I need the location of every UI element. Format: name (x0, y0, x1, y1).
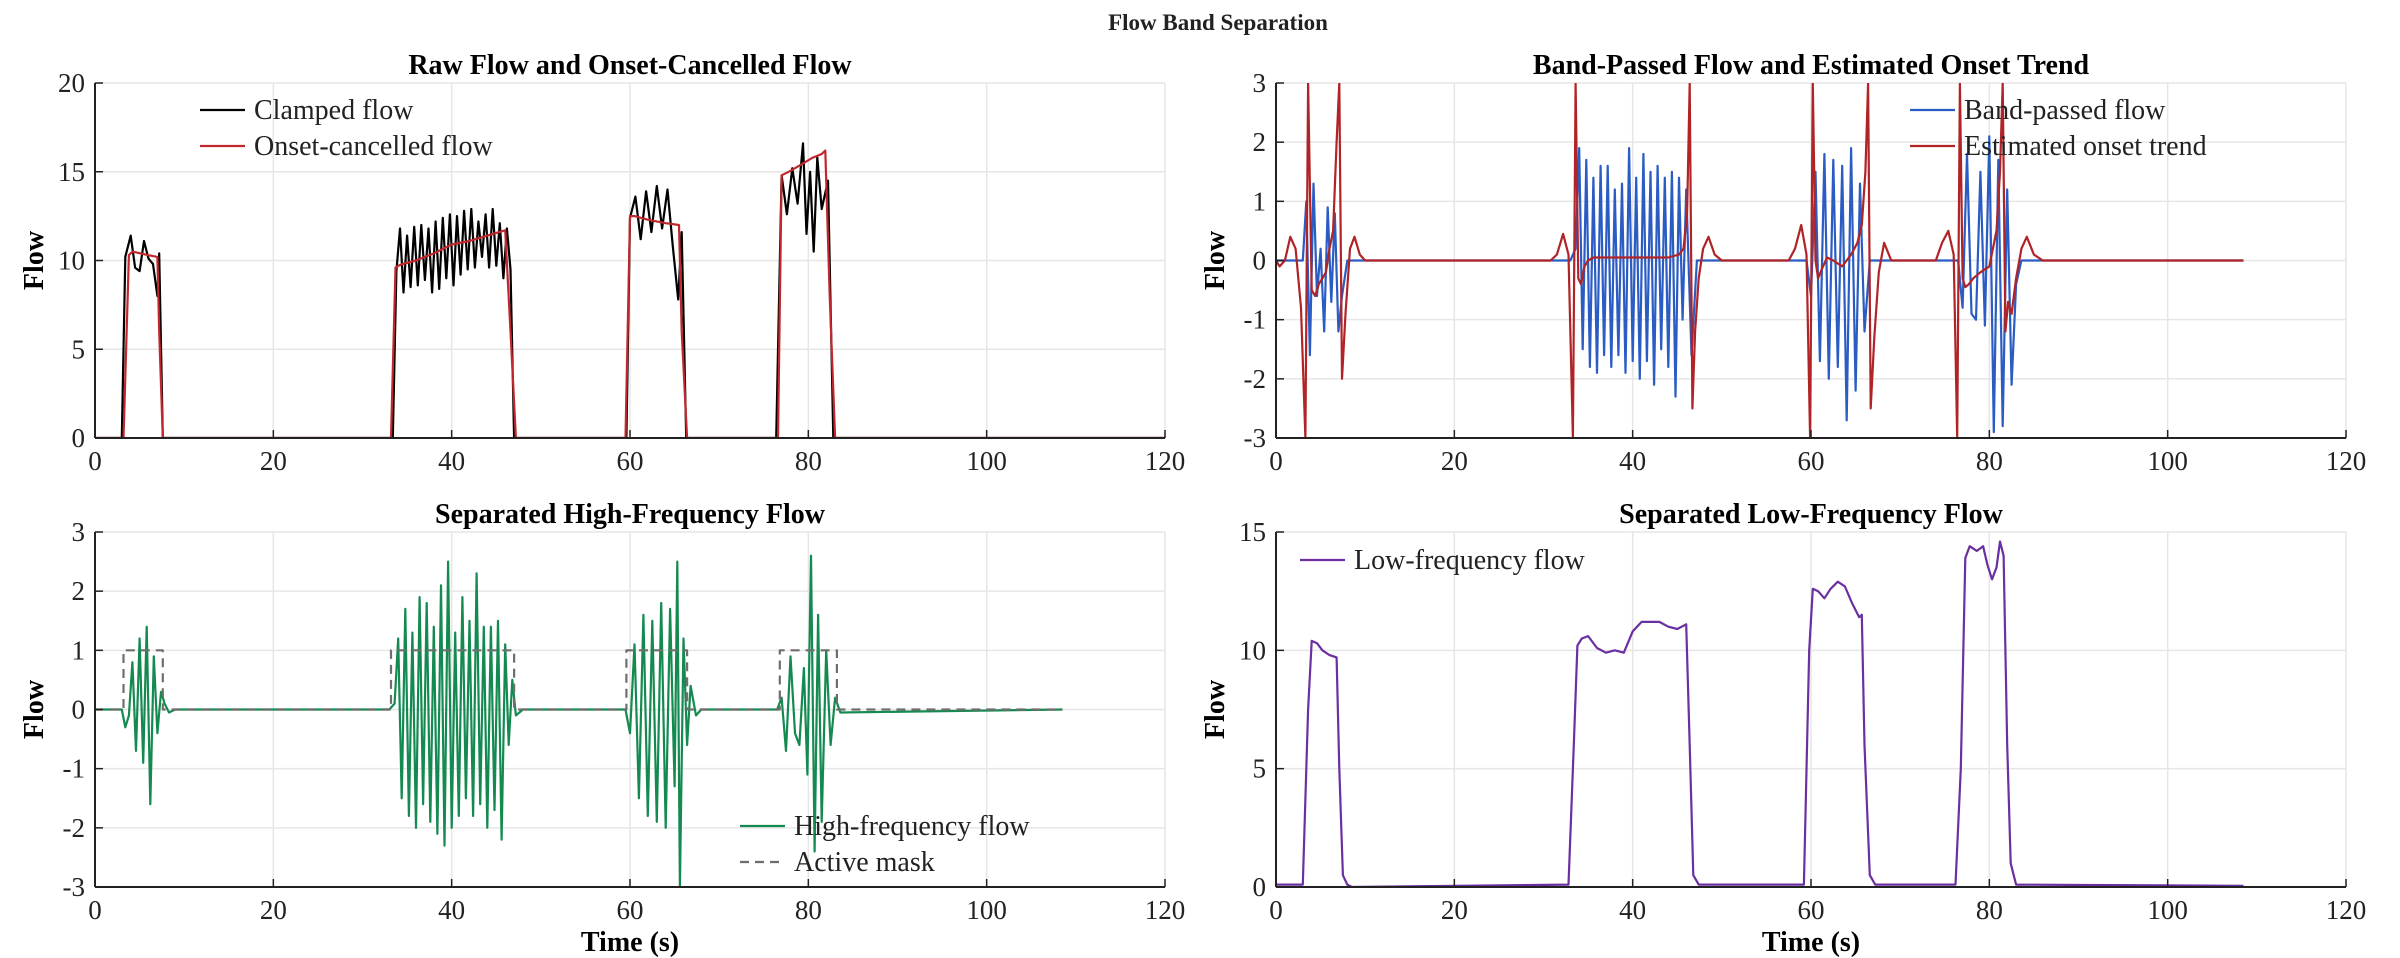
y-tick-label: 1 (72, 635, 86, 665)
x-tick-label: 120 (2326, 446, 2367, 476)
y-axis-label: Flow (1200, 230, 1231, 290)
series-group (95, 142, 1165, 438)
chart-panel-3: 0 20 40 60 80 100 120 -3 -2 -1 0 1 2 3 Separated High-… (19, 499, 1185, 958)
series-line-1 (1276, 540, 2244, 887)
chart-title: Separated Low-Frequency Flow (1619, 499, 2003, 530)
x-tick-label: 100 (966, 895, 1007, 925)
y-tick-label: 0 (72, 695, 86, 725)
x-tick-label: 20 (1441, 895, 1468, 925)
x-tick-label: 80 (795, 895, 822, 925)
x-tick-label: 20 (1441, 446, 1468, 476)
x-tick-label: 60 (617, 895, 644, 925)
x-tick-label: 80 (1976, 895, 2003, 925)
legend-label: Active mask (794, 847, 935, 878)
y-tick-label: -1 (1244, 305, 1267, 335)
y-axis-label: Flow (19, 679, 50, 739)
y-tick-label: 0 (1253, 872, 1267, 902)
x-tick-label: 60 (617, 446, 644, 476)
x-tick-label: 20 (260, 446, 287, 476)
legend-label: Onset-cancelled flow (254, 131, 493, 162)
x-tick-label: 0 (88, 895, 102, 925)
legend-label: Estimated onset trend (1964, 131, 2207, 162)
y-tick-label: -3 (63, 872, 86, 902)
y-tick-label: -3 (1244, 423, 1267, 453)
legend: High-frequency flow Active mask (740, 811, 1030, 878)
y-tick-label: 1 (1253, 186, 1267, 216)
x-tick-label: 0 (1269, 446, 1283, 476)
y-tick-label: 2 (1253, 127, 1267, 157)
legend-label: Clamped flow (254, 95, 414, 126)
chart-panel-1: 0 20 40 60 80 100 120 0 5 10 15 20 Raw Flow and Onse… (19, 50, 1185, 476)
x-tick-label: 60 (1798, 446, 1825, 476)
x-tick-label: 0 (88, 446, 102, 476)
x-tick-label: 120 (2326, 895, 2367, 925)
legend-label: High-frequency flow (794, 811, 1030, 842)
series-group (95, 554, 1063, 887)
chart-title: Separated High-Frequency Flow (435, 499, 826, 530)
x-tick-label: 100 (966, 446, 1007, 476)
y-tick-label: -2 (63, 813, 86, 843)
y-tick-label: 10 (58, 246, 85, 276)
chart-panel-4: 0 20 40 60 80 100 120 0 5 10 15 Separated Low-Frequ… (1200, 499, 2366, 958)
series-group (1276, 540, 2244, 887)
x-tick-label: 80 (1976, 446, 2003, 476)
legend: Band-passed flow Estimated onset trend (1910, 95, 2207, 162)
y-axis-label: Flow (1200, 679, 1231, 739)
legend-label: Low-frequency flow (1354, 545, 1586, 576)
series-line-2 (95, 649, 1063, 711)
y-tick-label: 3 (1253, 68, 1267, 98)
x-tick-label: 40 (1619, 895, 1646, 925)
legend: Low-frequency flow (1300, 545, 1586, 576)
y-tick-label: -2 (1244, 364, 1267, 394)
y-axis-label: Flow (19, 230, 50, 290)
x-tick-label: 100 (2147, 446, 2188, 476)
y-tick-label: 10 (1239, 635, 1266, 665)
x-tick-label: 60 (1798, 895, 1825, 925)
x-tick-label: 40 (438, 895, 465, 925)
x-tick-label: 100 (2147, 895, 2188, 925)
y-tick-label: 0 (72, 423, 86, 453)
y-tick-label: 0 (1253, 246, 1267, 276)
y-tick-label: 5 (1253, 754, 1267, 784)
x-tick-label: 80 (795, 446, 822, 476)
y-tick-label: 2 (72, 576, 86, 606)
series-line-2 (95, 149, 1165, 438)
y-tick-label: 5 (72, 334, 86, 364)
legend: Clamped flow Onset-cancelled flow (200, 95, 493, 162)
x-tick-label: 0 (1269, 895, 1283, 925)
y-tick-label: 15 (1239, 517, 1266, 547)
x-axis-label: Time (s) (581, 927, 679, 958)
y-tick-label: 15 (58, 157, 85, 187)
x-axis-label: Time (s) (1762, 927, 1860, 958)
x-tick-label: 120 (1145, 446, 1186, 476)
figure-title: Flow Band Separation (1108, 10, 1328, 35)
legend-label: Band-passed flow (1964, 95, 2166, 126)
x-tick-label: 40 (1619, 446, 1646, 476)
series-line-2 (1276, 83, 2244, 438)
y-tick-label: -1 (63, 754, 86, 784)
x-tick-label: 40 (438, 446, 465, 476)
x-tick-label: 20 (260, 895, 287, 925)
chart-panel-2: 0 20 40 60 80 100 120 -3 -2 -1 0 1 2 3 Band-Passed Flo… (1200, 50, 2366, 476)
series-group (1276, 83, 2244, 438)
chart-title: Raw Flow and Onset-Cancelled Flow (408, 50, 852, 81)
y-tick-label: 20 (58, 68, 85, 98)
chart-title: Band-Passed Flow and Estimated Onset Tre… (1533, 50, 2090, 81)
x-tick-label: 120 (1145, 895, 1186, 925)
y-tick-label: 3 (72, 517, 86, 547)
